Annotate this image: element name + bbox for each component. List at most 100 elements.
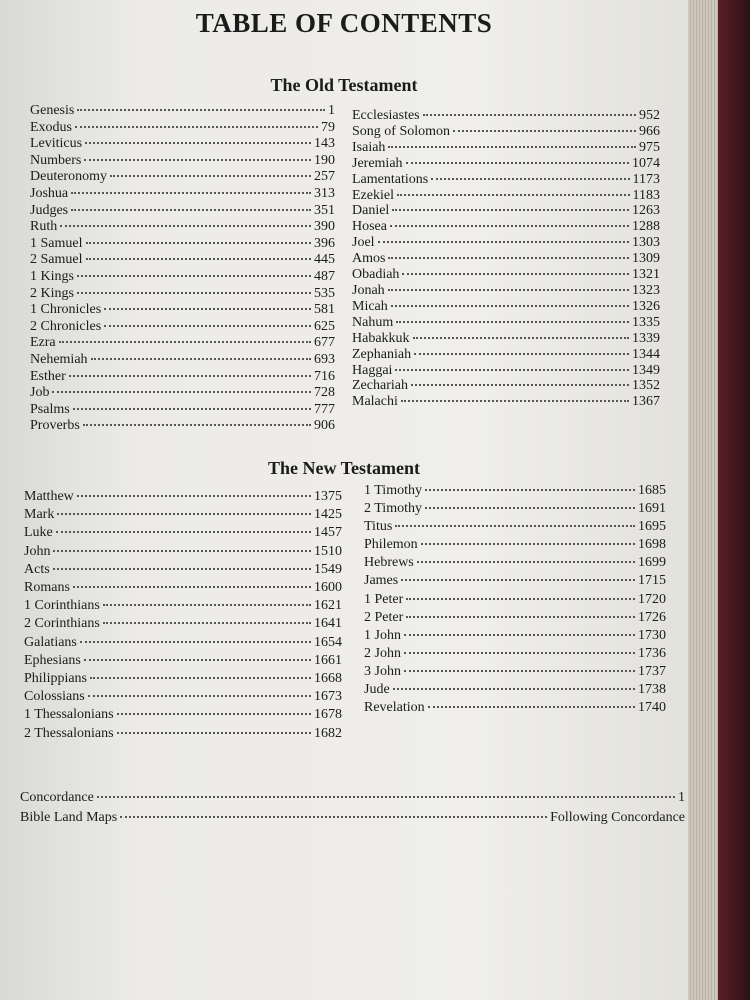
book-name: 3 John — [364, 663, 401, 679]
page-number: 1425 — [314, 507, 342, 523]
page-number: 1183 — [632, 187, 660, 203]
dot-leader — [390, 304, 629, 307]
page-number: 1323 — [632, 282, 660, 298]
dot-leader — [77, 109, 325, 111]
page-number: 1367 — [632, 394, 660, 410]
contents-entry: Zechariah 1352 — [352, 378, 660, 394]
book-name: Ezekiel — [352, 187, 394, 203]
contents-entry: Psalms 777 — [30, 402, 335, 419]
dot-leader — [412, 336, 629, 339]
page-number: 1375 — [314, 489, 342, 504]
book-name: Obadiah — [352, 267, 400, 283]
contents-entry: Hebrews 1699 — [364, 554, 666, 572]
book-name: Genesis — [30, 103, 75, 118]
dot-leader — [395, 525, 635, 528]
page-number: 390 — [314, 219, 335, 235]
contents-entry: 2 Peter 1726 — [364, 609, 666, 627]
page-number: 257 — [314, 169, 335, 185]
page-number: 1699 — [638, 555, 666, 571]
page-number: 1 — [328, 103, 335, 118]
contents-entry: Ecclesiastes 952 — [352, 108, 660, 124]
page-number: 351 — [314, 202, 335, 218]
page-number: 1668 — [314, 671, 342, 687]
dot-leader — [85, 241, 311, 244]
contents-entry: Jude 1738 — [364, 681, 666, 699]
contents-entry: Jeremiah 1074 — [352, 156, 660, 172]
dot-leader — [387, 288, 629, 291]
book-name: Nehemiah — [30, 351, 88, 367]
contents-entry: Jonah 1323 — [352, 283, 660, 299]
page-number: 1740 — [638, 700, 666, 716]
page-number: 1698 — [638, 537, 666, 553]
page-number: 1344 — [632, 346, 660, 362]
contents-entry: 1 Thessalonians 1678 — [24, 706, 342, 724]
dot-leader — [76, 495, 311, 497]
book-name: Revelation — [364, 700, 425, 716]
contents-entry: John 1510 — [24, 543, 342, 561]
dot-leader — [403, 669, 635, 672]
dot-leader — [85, 258, 311, 261]
contents-entry: Hosea 1288 — [352, 219, 660, 235]
book-name: 2 Samuel — [30, 252, 83, 268]
dot-leader — [116, 713, 311, 716]
contents-entry: Nahum 1335 — [352, 315, 660, 331]
dot-leader — [104, 324, 311, 327]
book-name: Habakkuk — [352, 330, 410, 346]
contents-entry: Song of Solomon 966 — [352, 124, 660, 140]
book-name: Joshua — [30, 185, 69, 201]
contents-entry: 1 Chronicles 581 — [30, 302, 335, 319]
book-name: Job — [30, 385, 50, 401]
book-name: Hosea — [352, 219, 387, 235]
contents-entry: 2 Corinthians 1641 — [24, 615, 342, 633]
contents-entry: Genesis 1 — [30, 103, 335, 120]
contents-entry: 2 Timothy 1691 — [364, 500, 666, 518]
contents-entry: 1 Peter 1720 — [364, 591, 666, 609]
contents-entry: Esther 716 — [30, 369, 335, 386]
page-number: 1715 — [638, 573, 666, 589]
dot-leader — [406, 615, 635, 618]
book-name: 1 John — [364, 627, 401, 643]
page-number: 445 — [314, 252, 335, 268]
dot-leader — [71, 208, 311, 211]
book-name: Haggai — [352, 362, 393, 378]
contents-entry: Luke 1457 — [24, 524, 342, 542]
dot-leader — [422, 114, 636, 116]
dot-leader — [52, 567, 311, 570]
contents-entry: Habakkuk 1339 — [352, 331, 660, 347]
page-number: 1691 — [638, 501, 666, 517]
page-number: 581 — [314, 302, 335, 318]
page-number: 966 — [639, 123, 660, 139]
book-name: 1 Corinthians — [24, 598, 100, 614]
page-number: 677 — [314, 335, 335, 351]
contents-entry: 1 Samuel 396 — [30, 236, 335, 253]
dot-leader — [420, 543, 635, 546]
page-number: 1349 — [632, 362, 660, 378]
dot-leader — [84, 158, 311, 161]
dot-leader — [102, 604, 311, 607]
page-reference: 1 — [678, 790, 685, 805]
page-number: 190 — [314, 152, 335, 168]
page-number: 952 — [639, 108, 660, 123]
contents-entry: Joshua 313 — [30, 186, 335, 203]
dot-leader — [405, 161, 629, 164]
page-number: 716 — [314, 368, 335, 384]
dot-leader — [79, 640, 311, 643]
page-number: 1457 — [314, 525, 342, 541]
book-name: Malachi — [352, 394, 398, 410]
page-number: 1641 — [314, 616, 342, 632]
dot-leader — [71, 191, 311, 194]
book-name: Jonah — [352, 282, 385, 298]
book-name: Titus — [364, 519, 393, 535]
contents-entry: Isaiah 975 — [352, 140, 660, 156]
page-number: 143 — [314, 136, 335, 152]
contents-entry: 2 Chronicles 625 — [30, 319, 335, 336]
book-name: Exodus — [30, 119, 72, 135]
dot-leader — [120, 816, 548, 818]
dot-leader — [414, 352, 629, 355]
book-name: Joel — [352, 235, 375, 251]
book-name: Romans — [24, 580, 70, 596]
page-number: 535 — [314, 285, 335, 301]
book-name: Proverbs — [30, 418, 80, 434]
book-name: Ecclesiastes — [352, 108, 420, 123]
book-page: TABLE OF CONTENTS The Old Testament The … — [0, 0, 688, 1000]
